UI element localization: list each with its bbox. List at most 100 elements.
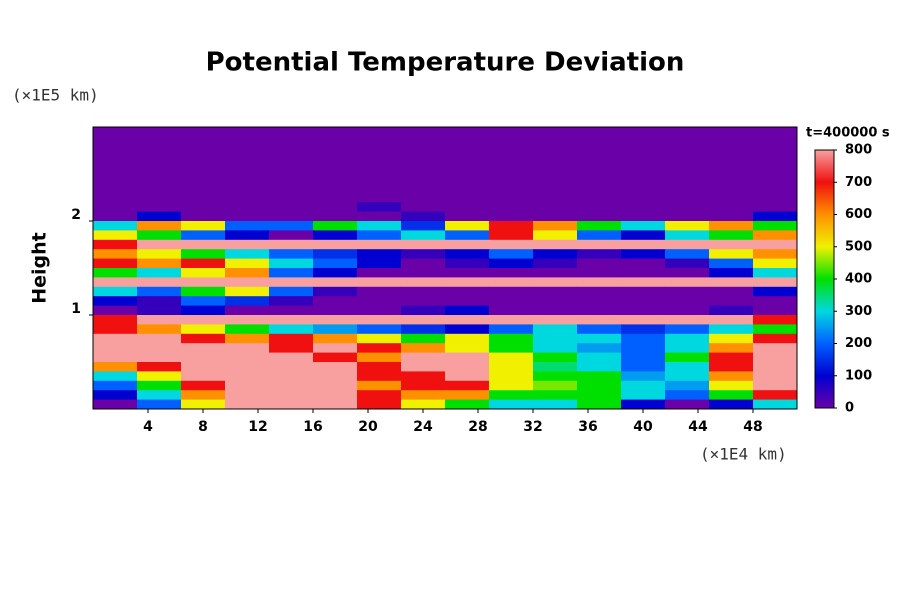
heatmap-cell [577, 145, 622, 156]
heatmap-cell [93, 277, 138, 288]
heatmap-cell [577, 315, 622, 325]
heatmap-cell [269, 268, 314, 278]
heatmap-cell [269, 315, 314, 325]
heatmap-cell [93, 390, 138, 401]
heatmap-cell [709, 127, 754, 137]
heatmap-cell [577, 324, 622, 335]
heatmap-cell [269, 174, 314, 184]
heatmap-cell [621, 277, 666, 288]
heatmap-cell [93, 136, 138, 147]
heatmap-cell [753, 305, 798, 316]
heatmap-cell [269, 296, 314, 307]
heatmap-cell [93, 221, 138, 231]
heatmap-cell [137, 174, 182, 184]
heatmap-cell [665, 296, 710, 307]
heatmap-cell [709, 296, 754, 307]
heatmap-cell [313, 390, 358, 401]
heatmap-cell [313, 202, 358, 213]
heatmap-cell [225, 390, 270, 401]
heatmap-cell [93, 183, 138, 194]
heatmap-cell [533, 362, 578, 372]
heatmap-cell [445, 343, 490, 354]
heatmap-cell [577, 286, 622, 297]
x-tick-label: 44 [688, 419, 708, 435]
heatmap-cell [225, 202, 270, 213]
heatmap-cell [753, 145, 798, 156]
heatmap-cell [181, 249, 226, 260]
heatmap-cell [533, 239, 578, 250]
heatmap-cell [621, 343, 666, 354]
heatmap-cell [665, 183, 710, 194]
heatmap-cell [357, 305, 402, 316]
heatmap-cell [225, 211, 270, 222]
heatmap-cell [577, 239, 622, 250]
heatmap-cell [357, 164, 402, 175]
heatmap-cell [489, 249, 534, 260]
heatmap-cell [137, 371, 182, 382]
heatmap-cell [137, 286, 182, 297]
heatmap-cell [709, 399, 754, 410]
heatmap-cell [533, 136, 578, 147]
heatmap-cell [709, 239, 754, 250]
heatmap-cell [709, 202, 754, 213]
heatmap-cell [313, 155, 358, 166]
colorbar-tick-label: 300 [845, 304, 872, 319]
heatmap-cell [181, 174, 226, 184]
heatmap-cell [445, 380, 490, 391]
heatmap-cell [665, 221, 710, 231]
heatmap-cell [621, 192, 666, 203]
heatmap-cell [753, 174, 798, 184]
colorbar-label: t=400000 s [806, 126, 890, 141]
heatmap-cell [225, 362, 270, 372]
heatmap-cell [709, 164, 754, 175]
heatmap-cell [621, 258, 666, 269]
heatmap-cell [621, 155, 666, 166]
heatmap-cell [357, 192, 402, 203]
y-unit: (×1E5 km) [12, 86, 99, 105]
heatmap-cell [225, 183, 270, 194]
heatmap-cell [269, 221, 314, 231]
heatmap-cell [137, 211, 182, 222]
heatmap-cell [709, 343, 754, 354]
heatmap-cell [753, 277, 798, 288]
heatmap-cell [357, 324, 402, 335]
heatmap-cell [621, 211, 666, 222]
y-tick-label: 2 [71, 207, 81, 223]
heatmap-cell [313, 286, 358, 297]
heatmap-cell [577, 371, 622, 382]
heatmap-cell [269, 164, 314, 175]
heatmap-cell [709, 155, 754, 166]
heatmap-cell [93, 239, 138, 250]
heatmap-cell [753, 286, 798, 297]
heatmap-cell [533, 305, 578, 316]
heatmap-cell [313, 343, 358, 354]
heatmap-cell [577, 333, 622, 344]
x-tick-label: 16 [303, 419, 322, 435]
heatmap-cell [225, 399, 270, 410]
colorbar-tick-label: 500 [845, 239, 872, 254]
heatmap-cell [181, 371, 226, 382]
x-tick-label: 32 [523, 419, 542, 435]
heatmap-cell [401, 286, 446, 297]
x-tick-label: 4 [143, 419, 153, 435]
heatmap-cell [445, 221, 490, 231]
heatmap-cell [269, 249, 314, 260]
heatmap-cell [181, 258, 226, 269]
heatmap-cell [621, 296, 666, 307]
heatmap-cell [225, 127, 270, 137]
heatmap-cell [753, 183, 798, 194]
heatmap-cell [313, 145, 358, 156]
heatmap-cell [401, 305, 446, 316]
heatmap-cell [577, 164, 622, 175]
heatmap-cell [401, 192, 446, 203]
heatmap-cell [313, 352, 358, 363]
heatmap-cell [577, 380, 622, 391]
heatmap-cell [269, 155, 314, 166]
heatmap-cell [621, 202, 666, 213]
x-tick-label: 48 [743, 419, 762, 435]
heatmap-cell [137, 136, 182, 147]
heatmap-cell [445, 127, 490, 137]
heatmap-cell [445, 362, 490, 372]
heatmap-cell [401, 249, 446, 260]
